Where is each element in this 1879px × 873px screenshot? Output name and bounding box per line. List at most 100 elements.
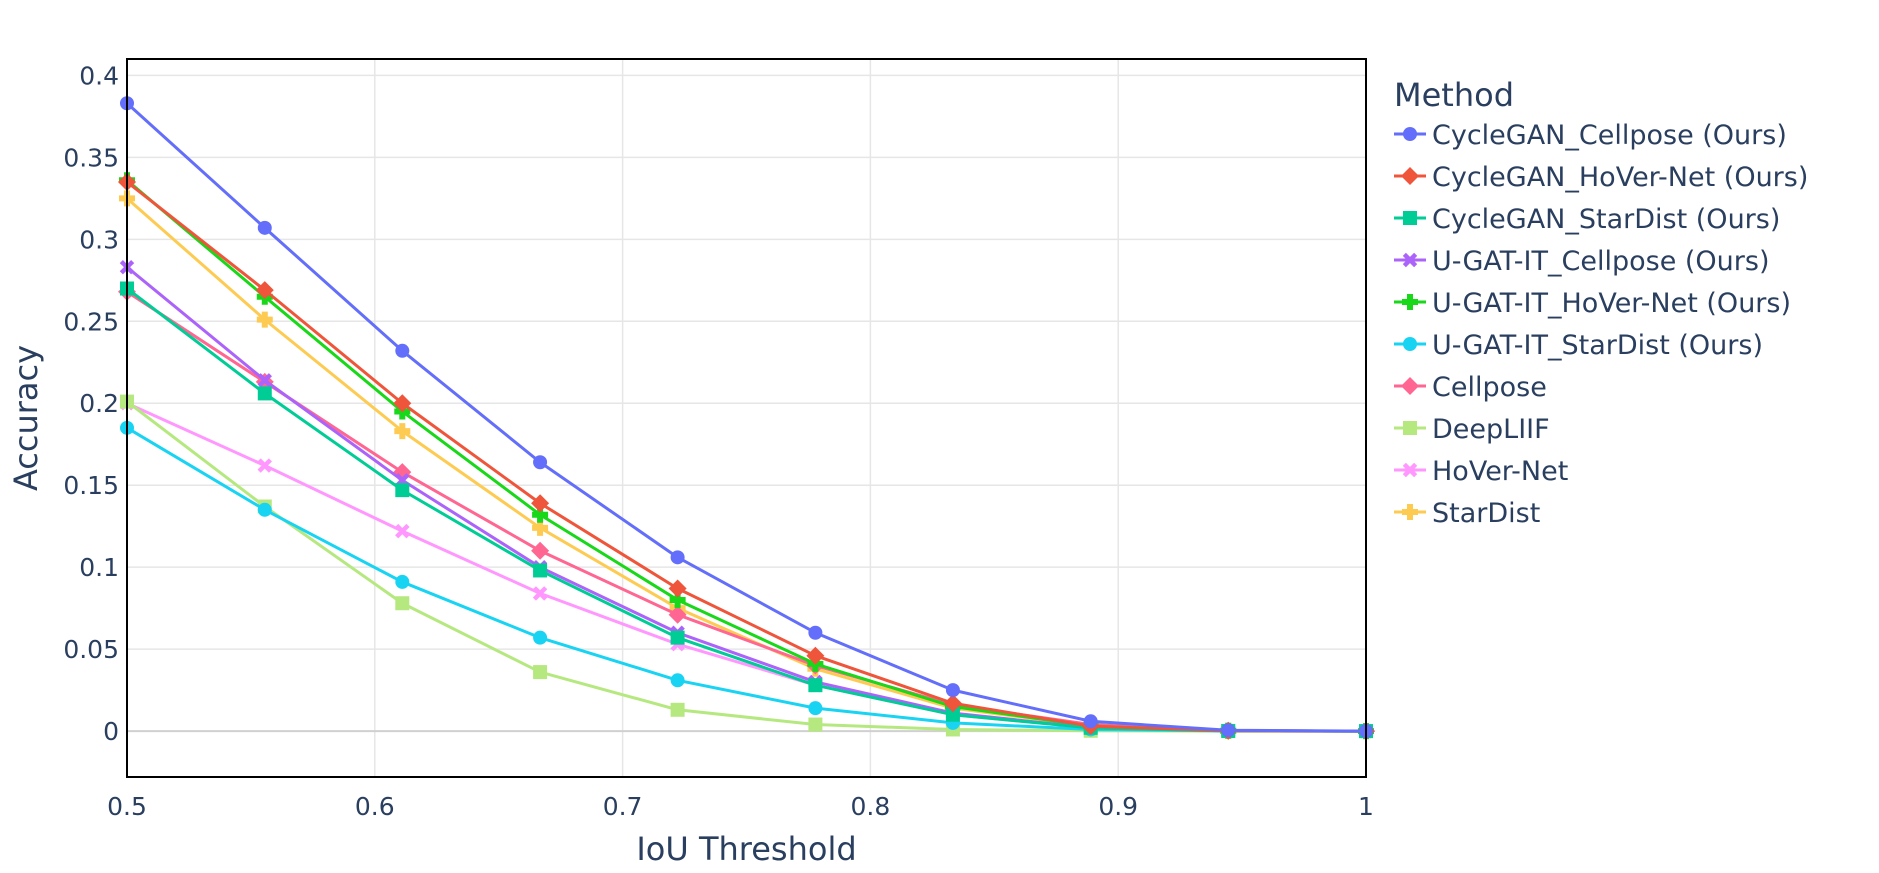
data-point: [533, 563, 548, 578]
series-line: [126, 197, 1367, 733]
data-point: [393, 394, 412, 413]
data-point: [808, 717, 823, 732]
data-point: [533, 630, 548, 645]
data-point: [668, 605, 687, 624]
x-tick-label: 0.8: [851, 792, 891, 821]
series-line: [125, 102, 1367, 733]
data-point: [532, 519, 549, 536]
data-point: [257, 502, 272, 517]
legend-label: StarDist: [1432, 498, 1540, 529]
series-5: [120, 420, 1373, 739]
data-point: [668, 579, 687, 598]
series-line: [126, 400, 1366, 733]
y-tick-label: 0: [103, 717, 119, 746]
x-tick-label: 0.5: [107, 792, 147, 821]
data-point: [256, 311, 273, 328]
legend: Method CycleGAN_Cellpose (Ours)CycleGAN_…: [1394, 76, 1808, 529]
legend-swatch-marker: [1401, 377, 1419, 395]
data-point: [670, 550, 685, 565]
data-point: [395, 523, 410, 539]
legend-item: DeepLIIF: [1394, 414, 1550, 445]
legend-swatch-marker: [1403, 211, 1417, 225]
y-axis-ticks: 0 0.05 0.1 0.15 0.2 0.25 0.3 0.35 0.4: [63, 61, 119, 746]
series-1: [118, 172, 1375, 741]
data-point: [1221, 723, 1236, 738]
data-point: [257, 373, 272, 388]
legend-label: DeepLIIF: [1432, 414, 1550, 445]
data-point: [808, 678, 823, 693]
data-point: [531, 494, 550, 513]
y-tick-label: 0.3: [79, 225, 119, 254]
data-point: [943, 694, 962, 713]
data-point: [395, 483, 410, 498]
series-0: [120, 96, 1373, 739]
data-point: [394, 423, 411, 440]
y-tick-label: 0.05: [63, 635, 119, 664]
x-tick-label: 0.9: [1098, 792, 1138, 821]
series-line: [126, 180, 1367, 733]
legend-label: U-GAT-IT_StarDist (Ours): [1432, 330, 1763, 361]
legend-label: U-GAT-IT_HoVer-Net (Ours): [1432, 288, 1791, 319]
series-6: [118, 282, 1375, 741]
legend-label: CycleGAN_StarDist (Ours): [1432, 204, 1780, 235]
data-point: [532, 586, 548, 601]
data-point: [531, 541, 550, 560]
data-point: [533, 455, 548, 470]
y-tick-label: 0.4: [79, 61, 119, 90]
legend-item: U-GAT-IT_HoVer-Net (Ours): [1394, 288, 1791, 319]
data-point: [945, 683, 960, 698]
legend-item: StarDist: [1394, 498, 1540, 529]
plot-frame: [126, 58, 1367, 778]
y-tick-label: 0.1: [79, 553, 119, 582]
y-tick-label: 0.15: [63, 471, 119, 500]
data-point: [532, 506, 549, 523]
data-point: [395, 343, 410, 358]
data-point: [808, 701, 823, 716]
legend-swatch-marker: [1403, 127, 1417, 141]
legend-swatch-marker: [1402, 504, 1418, 520]
legend-swatch-marker: [1401, 167, 1419, 185]
legend-items: CycleGAN_Cellpose (Ours) CycleGAN_HoVer-N…: [1394, 120, 1808, 529]
data-point: [257, 458, 272, 473]
y-axis-title: Accuracy: [7, 345, 45, 491]
series-2: [120, 281, 1373, 739]
data-point: [255, 281, 274, 300]
legend-item: U-GAT-IT_StarDist (Ours): [1394, 330, 1763, 361]
legend-item: Cellpose: [1394, 372, 1547, 403]
legend-item: U-GAT-IT_Cellpose (Ours): [1394, 246, 1770, 277]
y-tick-label: 0.2: [79, 389, 119, 418]
series-lines: [118, 96, 1375, 741]
x-tick-label: 1: [1358, 792, 1374, 821]
legend-label: Cellpose: [1432, 372, 1547, 403]
legend-item: CycleGAN_Cellpose (Ours): [1394, 120, 1787, 151]
series-7: [120, 394, 1373, 739]
series-line: [126, 426, 1367, 733]
legend-swatch-marker: [1403, 421, 1417, 435]
data-point: [395, 574, 410, 589]
legend-swatch-marker: [1402, 252, 1418, 268]
legend-swatch-marker: [1402, 462, 1418, 478]
data-point: [257, 386, 272, 401]
legend-label: CycleGAN_Cellpose (Ours): [1432, 120, 1787, 151]
y-tick-label: 0.35: [63, 143, 119, 172]
series-4: [119, 172, 1374, 740]
legend-item: CycleGAN_HoVer-Net (Ours): [1394, 162, 1808, 193]
legend-item: HoVer-Net: [1394, 456, 1568, 487]
x-tick-label: 0.7: [603, 792, 643, 821]
y-tick-label: 0.25: [63, 307, 119, 336]
grid: [126, 59, 1367, 777]
legend-swatch-marker: [1403, 337, 1417, 351]
legend-title: Method: [1394, 76, 1514, 114]
data-point: [808, 625, 823, 640]
data-point: [669, 591, 686, 608]
x-axis-ticks: 0.5 0.6 0.7 0.8 0.9 1: [107, 792, 1374, 821]
data-point: [806, 646, 825, 665]
data-point: [670, 630, 685, 645]
data-point: [1083, 714, 1098, 729]
x-tick-label: 0.6: [355, 792, 395, 821]
data-point: [945, 707, 960, 722]
data-point: [670, 702, 685, 717]
data-point: [257, 220, 272, 235]
legend-label: CycleGAN_HoVer-Net (Ours): [1432, 162, 1808, 193]
